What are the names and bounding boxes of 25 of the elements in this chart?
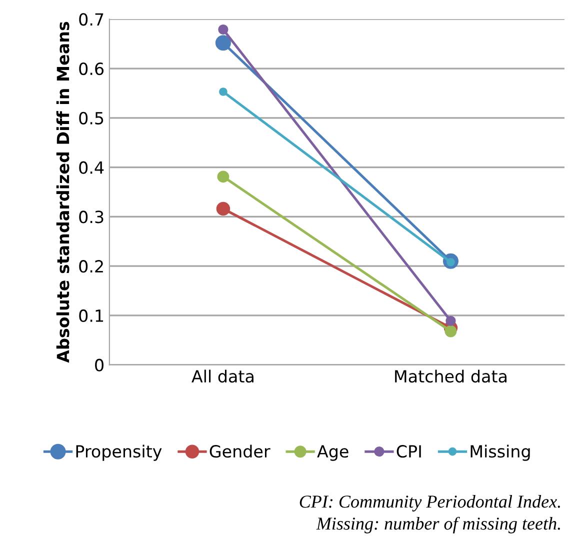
point (217, 170, 230, 183)
x-tick-label: All data (192, 370, 254, 383)
legend-label: Missing (470, 444, 530, 461)
text: Missing: number of missing teeth. (316, 516, 560, 534)
point (446, 316, 456, 326)
x-tick-label: Matched data (395, 370, 506, 383)
legend-label: CPI (396, 445, 421, 458)
y-tick-label: 0.7 (79, 13, 104, 26)
y-tick-label: 0.4 (79, 161, 104, 174)
point (219, 88, 228, 96)
text: CPI: Community Periodontal Index. (300, 495, 560, 512)
y-tick-label: 0.5 (79, 112, 104, 124)
point (215, 35, 231, 51)
legend-label: Propensity (76, 444, 162, 461)
y-axis-title: Absolute standardized Diff in Means (56, 22, 70, 363)
y-tick-label: 0.1 (79, 309, 104, 322)
point (444, 325, 457, 338)
y-tick-label: 0.6 (79, 62, 104, 76)
point (216, 202, 230, 216)
legend-label: Gender (210, 444, 270, 458)
y-tick-label: 0 (95, 358, 104, 372)
y-tick-label: 0.3 (79, 210, 104, 224)
legend-label: Age (317, 445, 348, 461)
y-tick-label: 0.2 (79, 260, 103, 273)
point (218, 24, 228, 35)
